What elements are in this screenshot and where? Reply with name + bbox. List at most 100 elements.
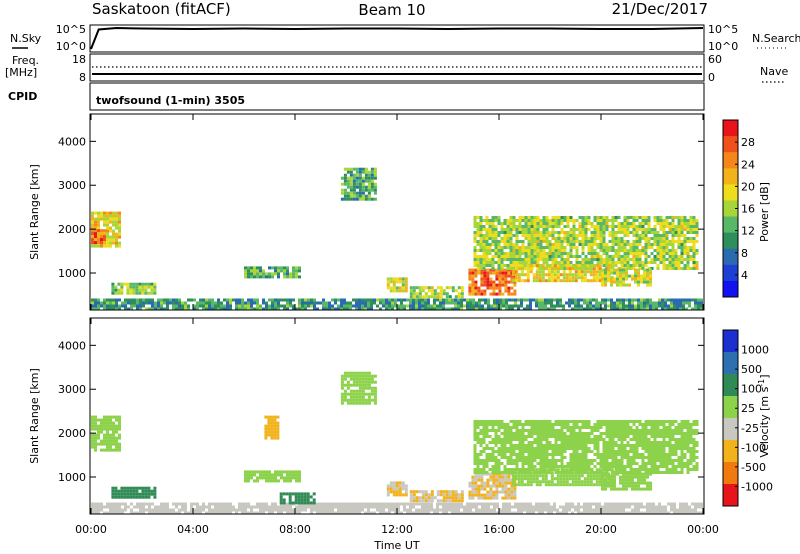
- data-cell-r10: [572, 420, 576, 423]
- data-cell-r9: [671, 216, 675, 219]
- data-cell-r8: [489, 271, 493, 275]
- data-cell-r10: [533, 453, 537, 456]
- data-cell-r5: [358, 167, 362, 171]
- data-cell-r2: [541, 502, 544, 506]
- data-cell-r2: [132, 288, 136, 292]
- nave-tick-bottom: 0: [708, 71, 715, 84]
- data-cell-r3: [568, 301, 571, 305]
- data-cell-r11: [604, 271, 607, 275]
- data-cell-r2: [313, 505, 316, 509]
- data-cell-r9: [473, 246, 477, 249]
- data-cell-r9: [512, 216, 516, 219]
- data-cell-r0: [100, 418, 103, 422]
- data-cell-r10: [515, 453, 519, 456]
- data-cell-r10: [515, 423, 519, 426]
- data-cell-r2: [148, 505, 151, 509]
- data-cell-r3: [103, 307, 106, 311]
- data-cell-r0: [97, 427, 100, 431]
- data-cell-r10: [523, 279, 527, 283]
- data-cell-r2: [151, 502, 154, 506]
- data-cell-r0: [106, 217, 109, 221]
- data-cell-r2: [307, 505, 310, 509]
- data-cell-r6: [373, 392, 377, 396]
- data-cell-r2: [244, 508, 247, 512]
- data-cell-r9: [587, 222, 591, 225]
- data-cell-r10: [512, 438, 516, 441]
- data-cell-r11: [646, 283, 649, 287]
- data-cell-r9: [515, 228, 519, 231]
- data-cell-r0: [91, 244, 94, 248]
- data-cell-r2: [490, 502, 493, 506]
- data-cell-r5: [267, 430, 271, 434]
- data-cell-r3: [244, 473, 247, 477]
- data-cell-r3: [637, 307, 640, 311]
- data-cell-r9: [590, 243, 594, 246]
- data-cell-r9: [509, 243, 513, 246]
- data-cell-r2: [403, 502, 406, 506]
- data-cell-r10: [500, 471, 504, 474]
- data-cell-r8: [492, 283, 496, 287]
- data-cell-r10: [583, 276, 587, 280]
- data-cell-r7: [454, 289, 458, 293]
- data-cell-r9: [650, 267, 654, 270]
- data-cell-r2: [325, 511, 328, 515]
- data-cell-r0: [97, 424, 100, 428]
- data-cell-r9: [530, 216, 534, 219]
- data-cell-r3: [340, 307, 343, 311]
- data-cell-r3: [166, 301, 169, 305]
- data-cell-r9: [668, 267, 672, 270]
- data-cell-r9: [623, 225, 627, 228]
- data-cell-r9: [482, 264, 486, 267]
- data-cell-r5: [367, 182, 371, 186]
- data-cell-r3: [646, 301, 649, 305]
- data-cell-r3: [295, 479, 298, 483]
- data-cell-r10: [551, 423, 555, 426]
- data-cell-r10: [533, 450, 537, 453]
- data-cell-r2: [196, 505, 199, 509]
- nave-tick-top: 60: [708, 53, 722, 66]
- data-cell-r3: [118, 304, 121, 308]
- data-cell-r10: [623, 432, 627, 435]
- data-cell-r9: [575, 234, 579, 237]
- data-cell-r7: [439, 292, 443, 296]
- data-cell-r2: [604, 511, 607, 515]
- data-cell-r10: [521, 453, 525, 456]
- data-cell-r9: [626, 261, 630, 264]
- data-cell-r9: [554, 237, 558, 240]
- data-cell-r0: [109, 211, 112, 215]
- data-cell-r3: [673, 304, 676, 308]
- data-cell-r1: [114, 489, 118, 493]
- data-cell-r9: [507, 496, 511, 500]
- data-cell-r2: [217, 502, 220, 506]
- data-cell-r2: [115, 502, 118, 506]
- data-cell-r10: [638, 423, 642, 426]
- data-cell-r3: [244, 476, 247, 480]
- data-cell-r2: [144, 282, 148, 286]
- data-cell-r3: [508, 307, 511, 311]
- data-cell-r8: [501, 274, 505, 278]
- data-cell-r10: [569, 465, 573, 468]
- data-cell-r3: [163, 307, 166, 311]
- data-cell-r3: [490, 307, 493, 311]
- data-cell-r8: [483, 292, 487, 296]
- data-cell-r9: [590, 252, 594, 255]
- data-cell-r3: [205, 304, 208, 308]
- data-cell-r10: [659, 432, 663, 435]
- data-cell-r0: [109, 217, 112, 221]
- data-cell-r2: [505, 508, 508, 512]
- data-cell-r9: [662, 234, 666, 237]
- data-cell-r10: [568, 276, 572, 280]
- data-cell-r6: [349, 401, 353, 405]
- data-cell-r9: [509, 225, 513, 228]
- data-cell-r3: [598, 304, 601, 308]
- data-cell-r10: [575, 420, 579, 423]
- data-cell-r3: [493, 307, 496, 311]
- data-cell-r9: [617, 237, 621, 240]
- data-cell-r3: [577, 298, 580, 302]
- data-cell-r10: [662, 471, 666, 474]
- data-cell-r9: [480, 493, 484, 497]
- data-cell-r10: [536, 438, 540, 441]
- data-cell-r11: [640, 274, 643, 278]
- data-cell-r2: [499, 508, 502, 512]
- data-cell-r11: [601, 274, 604, 278]
